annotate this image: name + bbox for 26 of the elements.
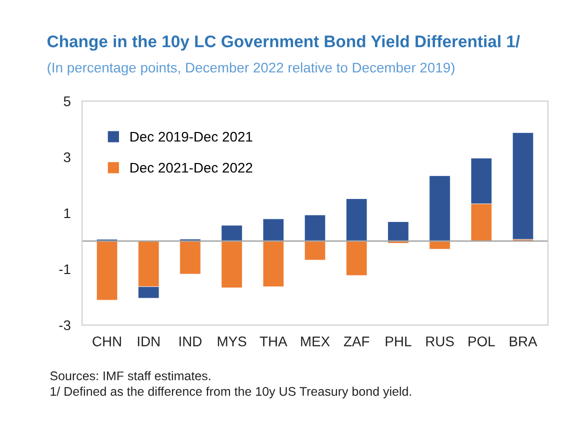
- y-tick-label: 3: [64, 152, 70, 162]
- chart-subtitle: (In percentage points, December 2022 relative to December 2019): [48, 62, 454, 76]
- x-tick-label: BRA: [510, 336, 538, 346]
- x-tick-label: POL: [468, 336, 495, 346]
- x-tick-label: THA: [260, 336, 288, 346]
- bar: [96, 240, 118, 300]
- x-tick-label: RUS: [426, 336, 454, 346]
- x-tick-label: MYS: [218, 336, 246, 346]
- y-tick-label: 5: [64, 96, 70, 106]
- bar: [388, 221, 409, 242]
- chart-title: Change in the 10y LC Government Bond Yield Differential 1/: [48, 35, 520, 51]
- x-tick-label: IND: [180, 336, 202, 346]
- source-note: Sources: IMF staff estimates.: [50, 371, 210, 380]
- y-tick-label: -1: [59, 264, 70, 274]
- y-tick-label: -3: [59, 320, 70, 330]
- x-tick-label: IDN: [138, 336, 160, 346]
- bar: [180, 240, 201, 274]
- text: 1/ Defined as the difference from the 10y US Treasury bond yield.: [50, 386, 412, 398]
- y-tick-label: 1: [64, 208, 70, 218]
- x-tick-label: PHL: [386, 336, 412, 346]
- bar: [512, 132, 534, 240]
- legend-label: Dec 2019-Dec 2021: [130, 132, 252, 142]
- x-tick-label: MEX: [301, 336, 330, 346]
- x-tick-label: CHN: [92, 336, 121, 346]
- legend-label: Dec 2021-Dec 2022: [130, 162, 252, 173]
- x-tick-label: ZAF: [344, 336, 370, 346]
